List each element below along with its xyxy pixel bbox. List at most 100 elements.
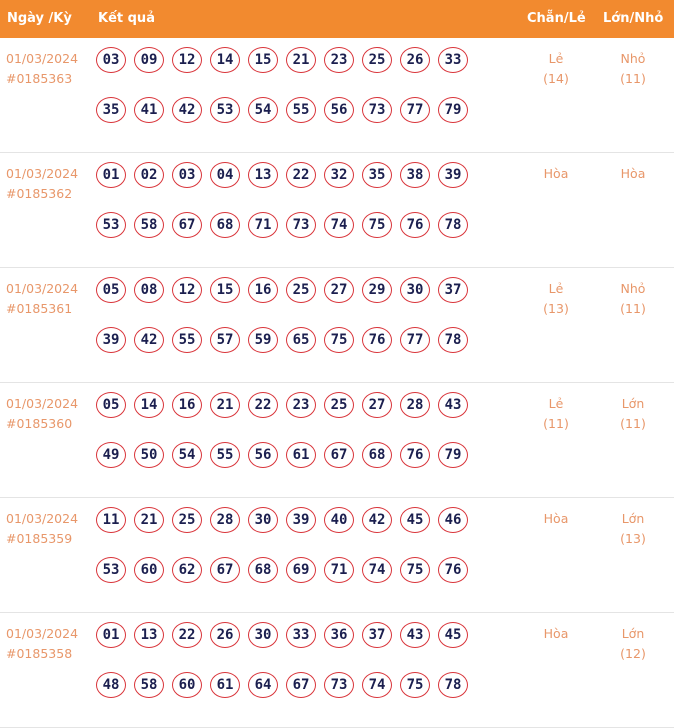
number-ball: 45 <box>438 622 468 648</box>
draw-info: 01/03/2024 #0185359 <box>6 509 78 549</box>
big-small-count: (11) <box>620 301 646 316</box>
number-ball: 27 <box>362 392 392 418</box>
draw-id[interactable]: #0185358 <box>6 646 73 661</box>
number-ball: 23 <box>286 392 316 418</box>
number-ball: 61 <box>286 442 316 468</box>
number-ball: 46 <box>438 507 468 533</box>
draw-date: 01/03/2024 <box>6 281 79 296</box>
even-odd-label: Lẻ <box>548 51 564 66</box>
number-ball: 25 <box>286 277 316 303</box>
draw-id[interactable]: #0185359 <box>6 531 73 546</box>
number-ball: 50 <box>134 442 164 468</box>
number-ball: 14 <box>134 392 164 418</box>
number-ball: 25 <box>172 507 202 533</box>
number-ball: 41 <box>134 97 164 123</box>
number-ball: 56 <box>248 442 278 468</box>
number-ball: 25 <box>324 392 354 418</box>
number-ball: 01 <box>96 162 126 188</box>
big-small-label: Nhỏ <box>620 51 646 66</box>
even-odd-count: (14) <box>543 71 569 86</box>
big-small-label: Nhỏ <box>620 281 646 296</box>
result-numbers: 11 21 25 28 30 39 40 42 45 46 53 60 62 67 68 69 71 74 75 76 <box>96 507 476 583</box>
number-ball: 11 <box>96 507 126 533</box>
even-odd-result: Lẻ (11) <box>526 394 586 434</box>
draw-id[interactable]: #0185360 <box>6 416 73 431</box>
number-ball: 74 <box>362 557 392 583</box>
even-odd-count: (11) <box>543 416 569 431</box>
big-small-label: Lớn <box>621 511 645 526</box>
draw-info: 01/03/2024 #0185362 <box>6 164 78 204</box>
number-ball: 23 <box>324 47 354 73</box>
table-row: 01/03/2024 #0185363 03 09 12 14 15 21 23 25 26 33 3… <box>0 38 674 153</box>
number-ball: 14 <box>210 47 240 73</box>
number-ball: 54 <box>172 442 202 468</box>
number-ball: 38 <box>400 162 430 188</box>
draw-id[interactable]: #0185363 <box>6 71 73 86</box>
number-ball: 28 <box>210 507 240 533</box>
number-ball: 13 <box>134 622 164 648</box>
header-date: Ngày /Kỳ <box>7 11 72 26</box>
draw-id[interactable]: #0185361 <box>6 301 73 316</box>
number-ball: 09 <box>134 47 164 73</box>
number-ball: 64 <box>248 672 278 698</box>
number-ball: 04 <box>210 162 240 188</box>
number-ball: 30 <box>400 277 430 303</box>
number-ball: 12 <box>172 47 202 73</box>
number-ball: 79 <box>438 97 468 123</box>
number-ball: 79 <box>438 442 468 468</box>
even-odd-result: Lẻ (13) <box>526 279 586 319</box>
number-ball: 78 <box>438 672 468 698</box>
even-odd-result: Hòa <box>526 509 586 529</box>
number-ball: 15 <box>210 277 240 303</box>
number-ball: 21 <box>134 507 164 533</box>
number-ball: 55 <box>210 442 240 468</box>
number-ball: 60 <box>134 557 164 583</box>
draw-info: 01/03/2024 #0185363 <box>6 49 78 89</box>
number-ball: 78 <box>438 212 468 238</box>
number-ball: 61 <box>210 672 240 698</box>
big-small-label: Hòa <box>620 166 646 181</box>
number-ball: 22 <box>248 392 278 418</box>
number-ball: 15 <box>248 47 278 73</box>
even-odd-label: Hòa <box>543 626 569 641</box>
number-ball: 32 <box>324 162 354 188</box>
number-ball: 76 <box>400 442 430 468</box>
number-ball: 16 <box>172 392 202 418</box>
number-ball: 73 <box>286 212 316 238</box>
even-odd-result: Hòa <box>526 164 586 184</box>
number-ball: 22 <box>286 162 316 188</box>
table-row: 01/03/2024 #0185362 01 02 03 04 13 22 32 35 38 39 5… <box>0 153 674 268</box>
table-row: 01/03/2024 #0185358 01 13 22 26 30 33 36 37 43 45 4… <box>0 613 674 728</box>
number-ball: 39 <box>96 327 126 353</box>
number-ball: 30 <box>248 622 278 648</box>
number-ball: 29 <box>362 277 392 303</box>
big-small-label: Lớn <box>621 626 645 641</box>
number-ball: 45 <box>400 507 430 533</box>
number-ball: 75 <box>324 327 354 353</box>
number-ball: 26 <box>210 622 240 648</box>
number-ball: 76 <box>400 212 430 238</box>
number-ball: 77 <box>400 97 430 123</box>
number-ball: 37 <box>362 622 392 648</box>
big-small-result: Lớn (12) <box>603 624 663 664</box>
even-odd-result: Lẻ (14) <box>526 49 586 89</box>
number-ball: 25 <box>362 47 392 73</box>
number-ball: 67 <box>324 442 354 468</box>
number-ball: 42 <box>134 327 164 353</box>
number-ball: 16 <box>248 277 278 303</box>
number-ball: 74 <box>362 672 392 698</box>
number-ball: 58 <box>134 212 164 238</box>
even-odd-result: Hòa <box>526 624 586 644</box>
number-ball: 21 <box>286 47 316 73</box>
number-ball: 02 <box>134 162 164 188</box>
table-row: 01/03/2024 #0185359 11 21 25 28 30 39 40 42 45 46 5… <box>0 498 674 613</box>
draw-id[interactable]: #0185362 <box>6 186 73 201</box>
even-odd-label: Hòa <box>543 511 569 526</box>
draw-date: 01/03/2024 <box>6 396 79 411</box>
number-ball: 35 <box>96 97 126 123</box>
number-ball: 33 <box>438 47 468 73</box>
number-ball: 75 <box>400 672 430 698</box>
number-ball: 22 <box>172 622 202 648</box>
number-ball: 78 <box>438 327 468 353</box>
big-small-label: Lớn <box>621 396 645 411</box>
